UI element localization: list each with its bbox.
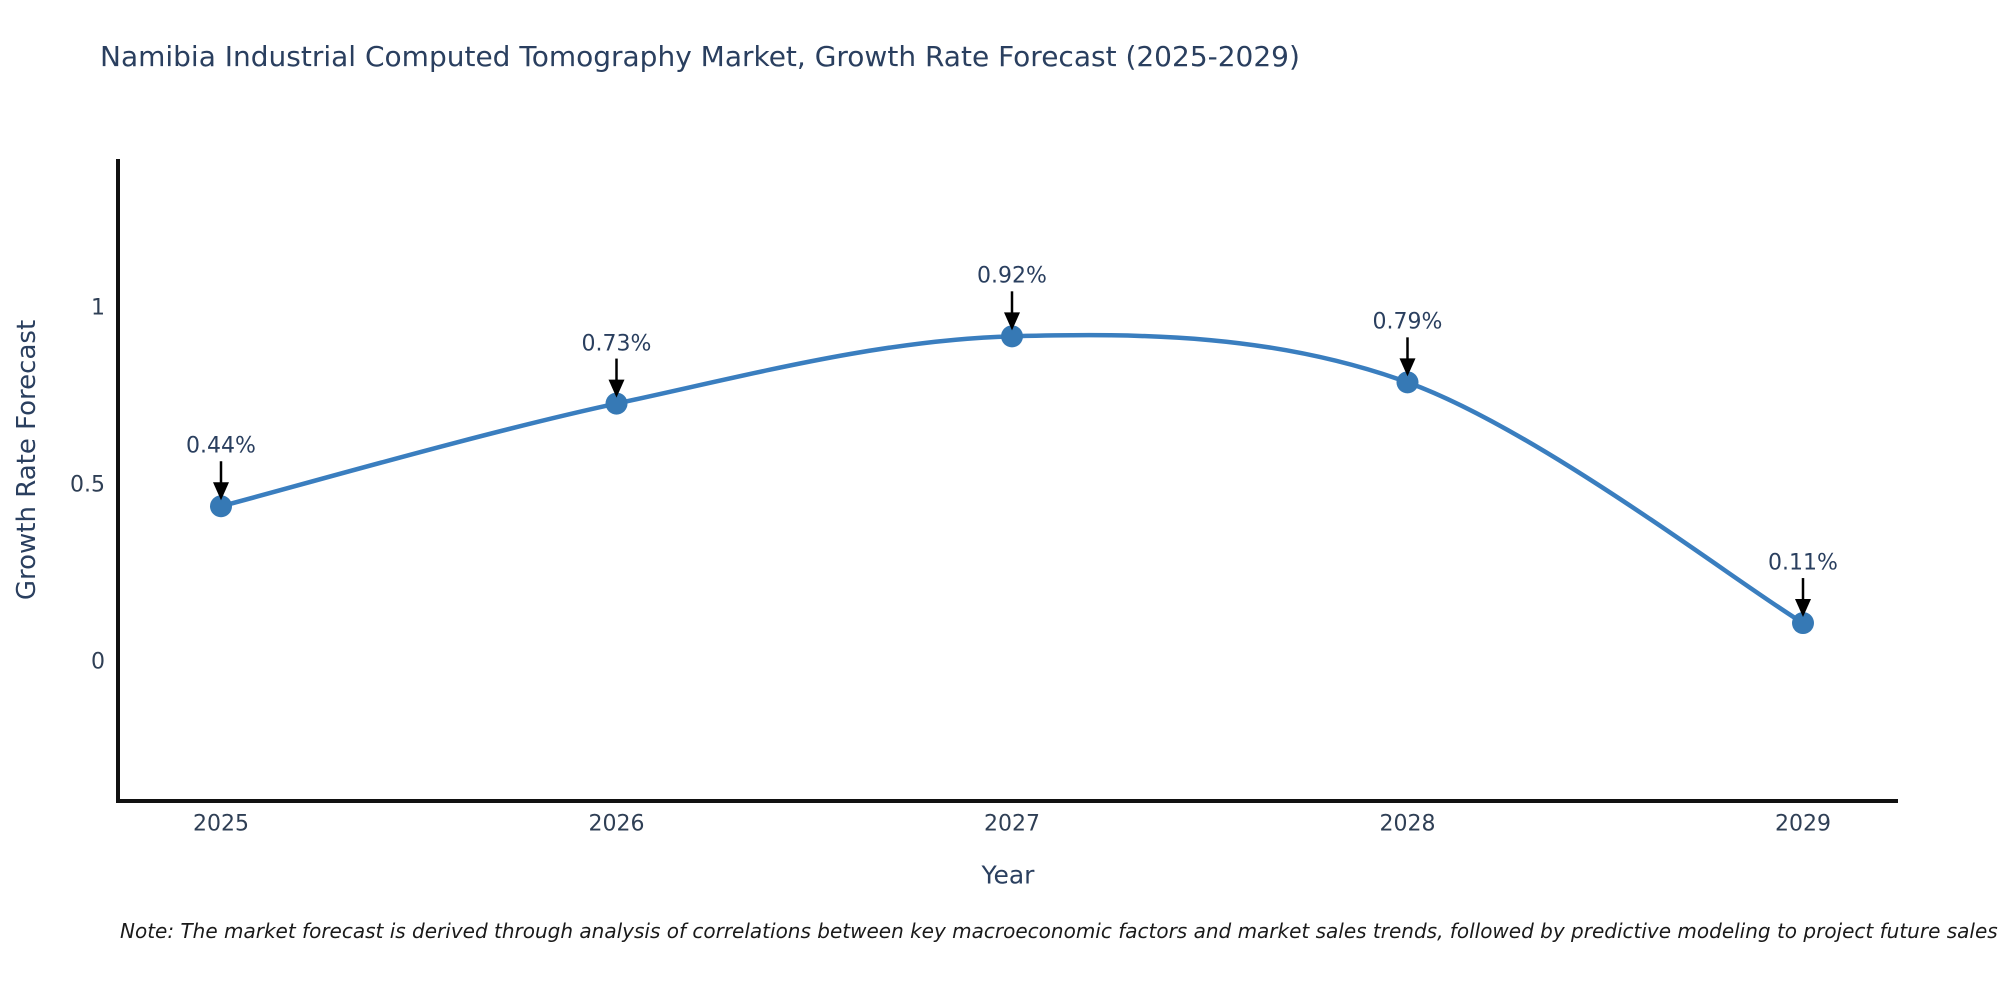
y-tick-label: 0.5 — [70, 472, 105, 498]
data-point-marker[interactable] — [1792, 612, 1814, 635]
x-tick-label: 2025 — [193, 811, 249, 837]
line-series — [220, 332, 1805, 625]
x-tick-label: 2028 — [1379, 811, 1436, 837]
point-value-label: 0.11% — [1768, 550, 1838, 576]
data-point-marker[interactable] — [1396, 371, 1419, 394]
x-axis-title: Year — [981, 860, 1035, 890]
point-value-label: 0.73% — [581, 331, 652, 357]
annotation-arrowhead-icon — [608, 379, 625, 398]
y-tick-label: 1 — [91, 295, 105, 321]
point-value-label: 0.44% — [186, 433, 256, 459]
annotation-arrowhead-icon — [1004, 312, 1020, 331]
y-tick-label: 0 — [91, 649, 105, 675]
annotation-arrowhead-icon — [1795, 599, 1811, 618]
annotation-arrowhead-icon — [1399, 358, 1416, 377]
chart-title: Namibia Industrial Computed Tomography M… — [100, 40, 1300, 73]
annotation-arrow-layer — [213, 291, 1811, 618]
point-value-label: 0.92% — [977, 263, 1047, 289]
point-value-label: 0.79% — [1372, 309, 1443, 335]
x-tick-label: 2027 — [984, 811, 1040, 837]
x-tick-label: 2026 — [588, 811, 645, 837]
data-point-marker[interactable] — [210, 495, 232, 518]
annotation-arrowhead-icon — [213, 482, 229, 501]
x-tick-label: 2029 — [1775, 811, 1831, 837]
data-point-marker[interactable] — [1001, 325, 1023, 348]
footnote: Note: The market forecast is derived thr… — [120, 919, 1998, 943]
series-layer — [210, 325, 1814, 635]
data-point-marker[interactable] — [605, 392, 628, 415]
